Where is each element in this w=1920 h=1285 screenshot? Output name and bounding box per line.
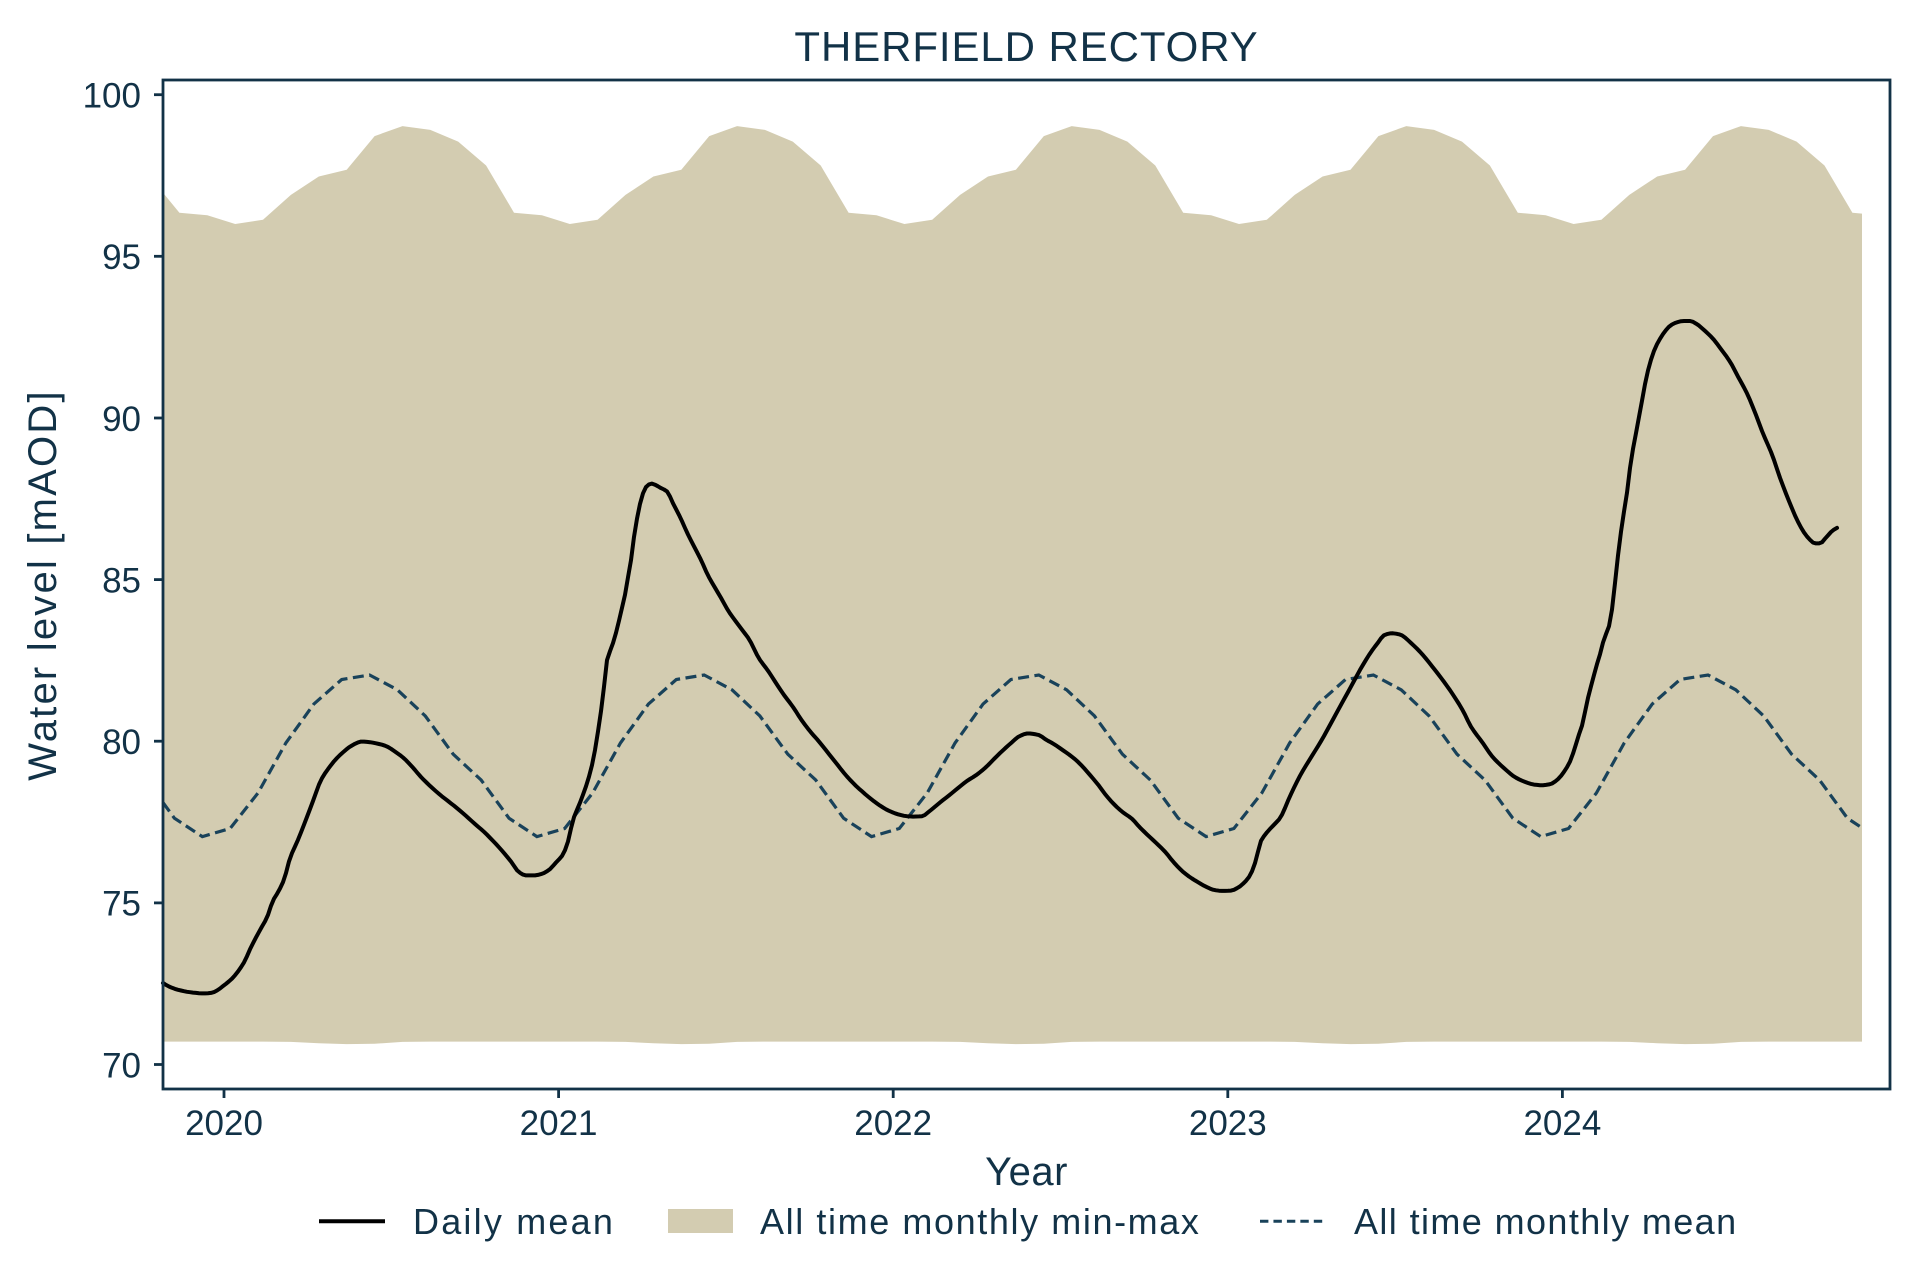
svg-text:All time monthly mean: All time monthly mean <box>1354 1201 1738 1242</box>
svg-text:All time monthly min-max: All time monthly min-max <box>760 1201 1200 1242</box>
svg-text:Water level [mAOD]: Water level [mAOD] <box>21 389 65 781</box>
svg-text:2022: 2022 <box>854 1104 932 1143</box>
svg-text:2023: 2023 <box>1189 1104 1267 1143</box>
svg-text:2021: 2021 <box>520 1104 598 1143</box>
svg-text:75: 75 <box>102 885 141 924</box>
svg-text:70: 70 <box>102 1046 141 1085</box>
svg-text:Daily mean: Daily mean <box>413 1201 615 1242</box>
svg-text:2024: 2024 <box>1523 1104 1601 1143</box>
svg-text:2020: 2020 <box>185 1104 263 1143</box>
svg-text:85: 85 <box>102 561 141 600</box>
svg-text:Year: Year <box>985 1150 1068 1194</box>
svg-text:THERFIELD RECTORY: THERFIELD RECTORY <box>794 23 1258 70</box>
svg-text:95: 95 <box>102 238 141 277</box>
svg-text:80: 80 <box>102 723 141 762</box>
svg-text:90: 90 <box>102 400 141 439</box>
svg-text:100: 100 <box>83 77 141 116</box>
